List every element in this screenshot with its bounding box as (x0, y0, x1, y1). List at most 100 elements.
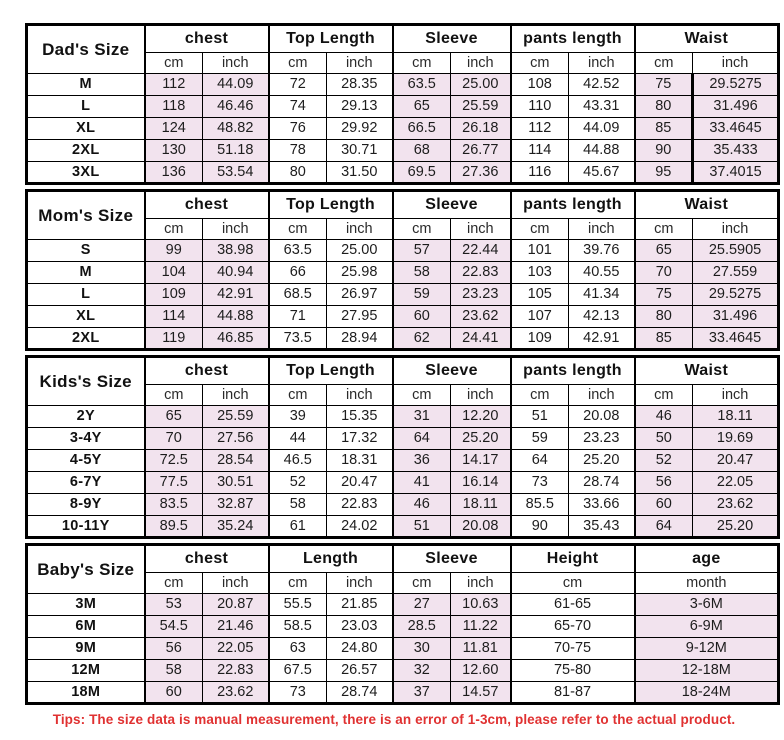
size-value-cell: 35.24 (201, 515, 270, 538)
row-label: 6M (26, 615, 146, 638)
size-value-cell: 80 (267, 161, 328, 184)
table-row: M 112 44.09 72 28.35 63.5 25.00 108 42.52 75 29.52… (26, 73, 780, 96)
size-value-cell: 32 (391, 659, 452, 682)
table-row: 8-9Y 83.5 32.87 58 22.83 46 18.11 85.5 33.66 60 23… (26, 493, 780, 516)
size-value-cell: 64 (391, 427, 452, 450)
size-value-cell: 55.5 (267, 593, 328, 616)
size-value-cell: 73 (267, 681, 328, 704)
size-value-cell: 20.47 (692, 449, 780, 472)
unit-header: cm (633, 52, 694, 74)
size-value-cell: 22.05 (692, 471, 780, 494)
table-row: 2XL 130 51.18 78 30.71 68 26.77 114 44.88 90 35.43… (26, 139, 780, 162)
unit-header: inch (326, 52, 394, 74)
column-group-header: Waist (633, 356, 780, 385)
table-header-row: Baby's Size chest Length Sleeve Height age (26, 544, 780, 594)
size-value-cell: 51 (509, 405, 570, 428)
size-value-cell: 104 (143, 261, 203, 284)
row-label: 8-9Y (26, 493, 146, 516)
size-value-cell: 15.35 (326, 405, 394, 428)
unit-header: cm (267, 52, 328, 74)
size-value-cell: 130 (143, 139, 203, 162)
size-value-cell: 30.71 (326, 139, 394, 162)
size-value-cell: 12.20 (450, 405, 512, 428)
size-value-cell: 39.76 (568, 239, 636, 262)
size-value-cell: 42.91 (201, 283, 270, 306)
size-value-cell: 37.4015 (691, 161, 780, 184)
size-value-cell: 14.17 (450, 449, 512, 472)
row-label: M (26, 73, 146, 96)
size-value-cell: 114 (509, 139, 570, 162)
row-label: 2Y (26, 405, 146, 428)
unit-header: inch (568, 384, 636, 406)
size-value-cell: 11.22 (450, 615, 512, 638)
size-value-cell: 14.57 (450, 681, 512, 704)
unit-header-row: cm inch cm inch cm inch cm inch cm inch (27, 384, 780, 406)
size-value-cell: 71 (267, 305, 328, 328)
size-value-cell: 12-18M (633, 659, 780, 682)
table-row: 6M 54.5 21.46 58.5 23.03 28.5 11.22 65-70 6-9M (26, 615, 780, 638)
size-value-cell: 25.59 (201, 405, 270, 428)
size-value-cell: 119 (143, 327, 203, 350)
size-value-cell: 29.13 (326, 95, 394, 118)
size-value-cell: 25.5905 (692, 239, 780, 262)
size-value-cell: 42.52 (568, 73, 636, 96)
column-group-header: age (633, 544, 780, 573)
size-value-cell: 73.5 (267, 327, 328, 350)
size-value-cell: 58 (267, 493, 328, 516)
size-value-cell: 60 (633, 493, 694, 516)
size-value-cell: 24.02 (326, 515, 394, 538)
size-value-cell: 70 (633, 261, 694, 284)
size-value-cell: 28.74 (568, 471, 636, 494)
size-value-cell: 44.88 (201, 305, 270, 328)
size-value-cell: 54.5 (143, 615, 203, 638)
row-label: 12M (26, 659, 146, 682)
size-value-cell: 17.32 (326, 427, 394, 450)
size-value-cell: 21.85 (326, 593, 394, 616)
row-label: 6-7Y (26, 471, 146, 494)
size-value-cell: 124 (143, 117, 203, 140)
size-value-cell: 37 (391, 681, 452, 704)
size-value-cell: 18.11 (692, 405, 780, 428)
size-value-cell: 58 (391, 261, 452, 284)
size-value-cell: 39 (267, 405, 328, 428)
table-row: XL 114 44.88 71 27.95 60 23.62 107 42.13 80 31.496 (26, 305, 780, 328)
size-value-cell: 23.62 (201, 681, 270, 704)
size-value-cell: 60 (143, 681, 203, 704)
size-value-cell: 18-24M (633, 681, 780, 704)
size-value-cell: 44 (267, 427, 328, 450)
column-group-header: Top Length (267, 356, 394, 385)
row-label: 2XL (26, 139, 146, 162)
size-value-cell: 29.5275 (691, 73, 780, 96)
row-label: 10-11Y (26, 515, 146, 538)
size-value-cell: 65 (391, 95, 452, 118)
unit-header: inch (450, 52, 512, 74)
size-value-cell: 44.09 (568, 117, 636, 140)
size-value-cell: 26.57 (326, 659, 394, 682)
unit-header: month (633, 572, 780, 594)
unit-header: inch (692, 384, 780, 406)
size-value-cell: 46.46 (201, 95, 270, 118)
size-value-cell: 60 (391, 305, 452, 328)
size-value-cell: 25.20 (450, 427, 512, 450)
size-value-cell: 22.83 (326, 493, 394, 516)
row-label: 2XL (26, 327, 146, 350)
size-value-cell: 6-9M (633, 615, 780, 638)
size-value-cell: 50 (633, 427, 694, 450)
size-value-cell: 65 (143, 405, 203, 428)
unit-header-row: cm inch cm inch cm inch cm inch cm inch (27, 52, 780, 74)
size-value-cell: 75-80 (509, 659, 636, 682)
size-value-cell: 67.5 (267, 659, 328, 682)
size-value-cell: 81-87 (509, 681, 636, 704)
size-value-cell: 27.56 (201, 427, 270, 450)
size-value-cell: 80 (633, 305, 694, 328)
section-title: Mom's Size (26, 190, 146, 240)
size-value-cell: 112 (509, 117, 570, 140)
unit-header: cm (267, 384, 328, 406)
size-value-cell: 43.31 (568, 95, 636, 118)
size-value-cell: 27 (391, 593, 452, 616)
size-value-cell: 25.98 (326, 261, 394, 284)
size-value-cell: 75 (633, 73, 694, 96)
size-value-cell: 64 (633, 515, 694, 538)
size-value-cell: 58 (143, 659, 203, 682)
unit-header: inch (568, 218, 636, 240)
